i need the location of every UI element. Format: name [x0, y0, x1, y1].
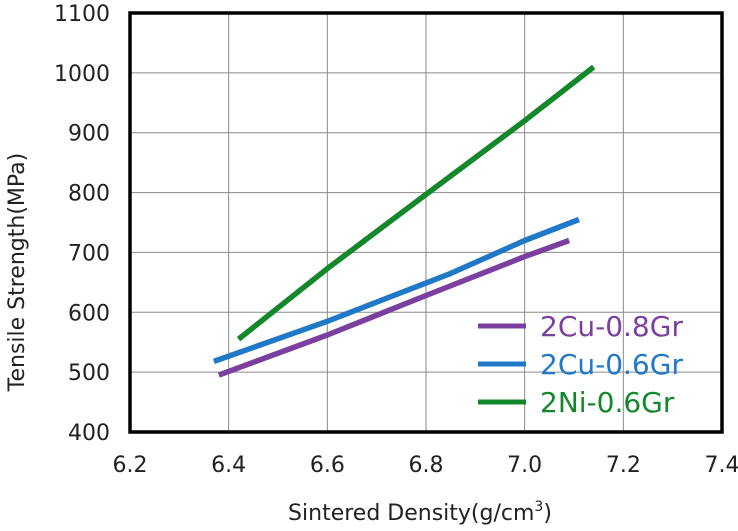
- x-axis-title-superscript: 3: [534, 499, 543, 515]
- series-line-2cu-0-8gr: [219, 241, 569, 376]
- y-tick-label: 800: [68, 182, 110, 207]
- y-tick-label: 900: [68, 122, 110, 147]
- x-tick-labels: 6.2 6.4 6.6 6.8 7.0 7.2 7.4: [113, 453, 738, 478]
- x-tick-label: 6.6: [310, 453, 345, 478]
- legend: 2Cu-0.8Gr 2Cu-0.6Gr 2Ni-0.6Gr: [478, 310, 683, 419]
- x-tick-label: 7.2: [606, 453, 641, 478]
- x-tick-label: 6.4: [211, 453, 246, 478]
- legend-label-2cu-0-6gr: 2Cu-0.6Gr: [540, 348, 683, 381]
- y-tick-labels: 400 500 600 700 800 900 1000 1100: [54, 2, 110, 446]
- x-tick-label: 7.4: [705, 453, 738, 478]
- y-tick-label: 600: [68, 301, 110, 326]
- y-tick-label: 400: [68, 421, 110, 446]
- x-axis-title-suffix: ): [543, 501, 552, 526]
- x-axis-title-main: Sintered Density(g/cm: [288, 501, 534, 526]
- x-tick-label: 6.8: [409, 453, 444, 478]
- y-tick-label: 500: [68, 361, 110, 386]
- legend-label-2cu-0-8gr: 2Cu-0.8Gr: [540, 310, 683, 343]
- y-tick-label: 1100: [54, 2, 110, 27]
- series-layer: [214, 67, 594, 375]
- x-tick-label: 6.2: [113, 453, 148, 478]
- x-tick-label: 7.0: [507, 453, 542, 478]
- y-tick-label: 1000: [54, 62, 110, 87]
- series-line-2cu-0-6gr: [214, 220, 579, 362]
- x-axis-title: Sintered Density(g/cm3): [288, 499, 552, 526]
- y-axis-title: Tensile Strength(MPa): [5, 153, 30, 392]
- y-tick-label: 700: [68, 241, 110, 266]
- legend-label-2ni-0-6gr: 2Ni-0.6Gr: [540, 386, 675, 419]
